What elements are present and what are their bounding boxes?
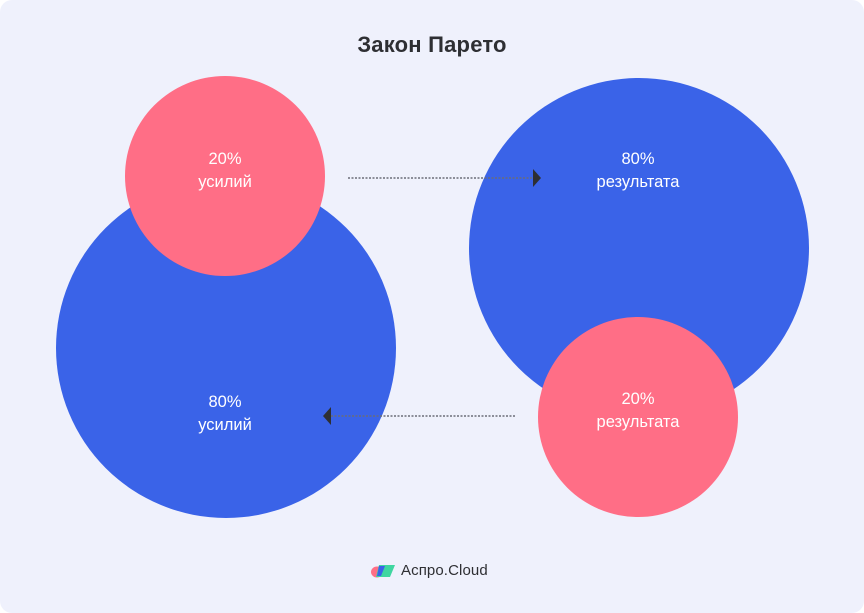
- percent-20-efforts: 20%: [208, 150, 242, 168]
- aspro-cloud-logo-icon: [371, 564, 395, 577]
- brand-logo: Аспро.Cloud: [371, 562, 488, 579]
- caption-20-results: результата: [596, 413, 680, 431]
- label-80-results: 80% результата: [538, 148, 738, 194]
- caption-20-efforts: усилий: [198, 173, 252, 191]
- caption-80-results: результата: [596, 173, 680, 191]
- circle-20-efforts: [125, 76, 325, 276]
- percent-80-results: 80%: [621, 150, 655, 168]
- percent-20-results: 20%: [621, 390, 655, 408]
- diagram-title: Закон Парето: [357, 32, 507, 57]
- label-20-efforts: 20% усилий: [125, 148, 325, 194]
- percent-80-efforts: 80%: [208, 393, 242, 411]
- circle-20-results: [538, 317, 738, 517]
- label-20-results: 20% результата: [538, 388, 738, 434]
- brand-name: Аспро.Cloud: [401, 562, 488, 579]
- label-80-efforts: 80% усилий: [125, 391, 325, 437]
- caption-80-efforts: усилий: [198, 416, 252, 434]
